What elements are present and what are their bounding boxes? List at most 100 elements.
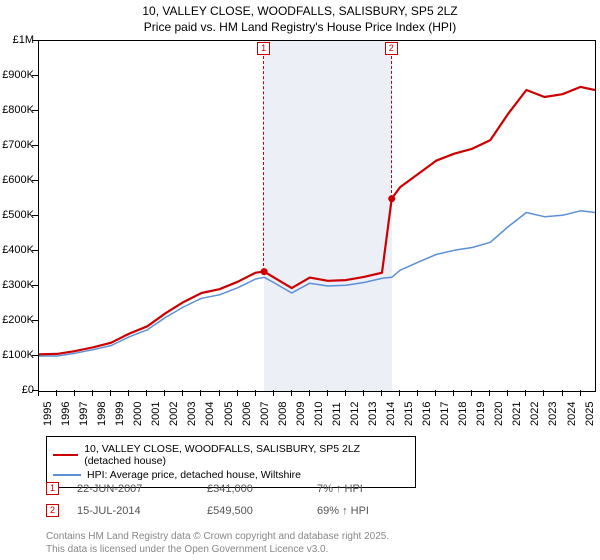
chart-svg [39, 41, 595, 391]
x-tick-label: 2014 [385, 402, 397, 426]
x-tick-mark [543, 390, 544, 396]
y-tick-mark [32, 145, 38, 146]
y-tick-label: £0 [0, 384, 34, 396]
x-tick-label: 2008 [277, 402, 289, 426]
x-tick-label: 1999 [114, 402, 126, 426]
x-tick-label: 2003 [186, 402, 198, 426]
x-tick-mark [219, 390, 220, 396]
sale-date: 22-JUN-2007 [77, 483, 207, 495]
x-tick-mark [363, 390, 364, 396]
x-tick-mark [507, 390, 508, 396]
sale-marker-box: 2 [385, 42, 398, 55]
legend-row: HPI: Average price, detached house, Wilt… [53, 469, 409, 481]
x-tick-label: 2024 [566, 402, 578, 426]
x-tick-label: 2004 [204, 402, 216, 426]
y-tick-label: £500K [0, 209, 34, 221]
title-line-2: Price paid vs. HM Land Registry's House … [144, 20, 456, 34]
legend-row: 10, VALLEY CLOSE, WOODFALLS, SALISBURY, … [53, 443, 409, 467]
sale-delta: 7% ↑ HPI [317, 483, 363, 495]
x-tick-mark [381, 390, 382, 396]
y-tick-label: £200K [0, 314, 34, 326]
x-tick-mark [489, 390, 490, 396]
y-tick-mark [32, 110, 38, 111]
credits: Contains HM Land Registry data © Crown c… [46, 530, 389, 556]
x-tick-mark [273, 390, 274, 396]
x-tick-mark [562, 390, 563, 396]
chart-plot-area [38, 40, 596, 392]
sale-row-marker: 1 [46, 482, 59, 495]
x-tick-label: 2012 [349, 402, 361, 426]
x-tick-mark [471, 390, 472, 396]
x-tick-label: 2019 [475, 402, 487, 426]
x-tick-mark [237, 390, 238, 396]
x-tick-mark [291, 390, 292, 396]
sale-marker-box: 1 [257, 42, 270, 55]
y-tick-label: £300K [0, 279, 34, 291]
y-tick-label: £400K [0, 244, 34, 256]
y-tick-label: £1M [0, 34, 34, 46]
x-tick-label: 1998 [96, 402, 108, 426]
y-tick-mark [32, 75, 38, 76]
x-tick-label: 1996 [60, 402, 72, 426]
sale-price: £549,500 [207, 505, 317, 517]
y-tick-label: £900K [0, 69, 34, 81]
x-tick-label: 2021 [511, 402, 523, 426]
x-tick-label: 2025 [584, 402, 596, 426]
x-tick-label: 2018 [457, 402, 469, 426]
x-tick-label: 2002 [168, 402, 180, 426]
legend-label: 10, VALLEY CLOSE, WOODFALLS, SALISBURY, … [84, 443, 409, 467]
y-tick-mark [32, 250, 38, 251]
y-tick-label: £700K [0, 139, 34, 151]
y-tick-label: £600K [0, 174, 34, 186]
sale-row-marker: 2 [46, 504, 59, 517]
chart-title: 10, VALLEY CLOSE, WOODFALLS, SALISBURY, … [0, 0, 600, 35]
x-tick-mark [399, 390, 400, 396]
x-tick-mark [453, 390, 454, 396]
y-tick-mark [32, 355, 38, 356]
x-tick-mark [255, 390, 256, 396]
x-tick-mark [435, 390, 436, 396]
title-line-1: 10, VALLEY CLOSE, WOODFALLS, SALISBURY, … [142, 4, 457, 18]
x-tick-label: 2023 [547, 402, 559, 426]
x-tick-label: 1995 [42, 402, 54, 426]
x-tick-mark [56, 390, 57, 396]
legend-swatch [53, 474, 81, 476]
x-tick-mark [182, 390, 183, 396]
sale-marker-dashline [391, 56, 392, 198]
y-tick-label: £800K [0, 104, 34, 116]
x-tick-mark [345, 390, 346, 396]
sale-price: £341,000 [207, 483, 317, 495]
y-tick-mark [32, 285, 38, 286]
x-tick-mark [92, 390, 93, 396]
x-tick-label: 2013 [367, 402, 379, 426]
y-tick-mark [32, 180, 38, 181]
x-tick-label: 2020 [493, 402, 505, 426]
y-tick-mark [32, 320, 38, 321]
x-tick-label: 2005 [223, 402, 235, 426]
credits-line-2: This data is licensed under the Open Gov… [46, 544, 328, 555]
y-tick-label: £100K [0, 349, 34, 361]
credits-line-1: Contains HM Land Registry data © Crown c… [46, 531, 389, 542]
x-tick-label: 2017 [439, 402, 451, 426]
x-tick-mark [146, 390, 147, 396]
x-tick-mark [74, 390, 75, 396]
legend: 10, VALLEY CLOSE, WOODFALLS, SALISBURY, … [46, 436, 416, 488]
x-tick-label: 1997 [78, 402, 90, 426]
x-tick-label: 2010 [313, 402, 325, 426]
x-tick-label: 2006 [241, 402, 253, 426]
x-tick-mark [38, 390, 39, 396]
x-tick-label: 2016 [421, 402, 433, 426]
sale-marker-dashline [263, 56, 264, 271]
x-tick-label: 2022 [529, 402, 541, 426]
x-tick-mark [200, 390, 201, 396]
x-tick-mark [327, 390, 328, 396]
x-tick-mark [525, 390, 526, 396]
x-tick-label: 2000 [132, 402, 144, 426]
x-tick-label: 2009 [295, 402, 307, 426]
x-tick-mark [309, 390, 310, 396]
x-tick-label: 2001 [150, 402, 162, 426]
x-tick-label: 2015 [403, 402, 415, 426]
sale-delta: 69% ↑ HPI [317, 505, 369, 517]
legend-label: HPI: Average price, detached house, Wilt… [87, 469, 301, 481]
x-tick-mark [110, 390, 111, 396]
